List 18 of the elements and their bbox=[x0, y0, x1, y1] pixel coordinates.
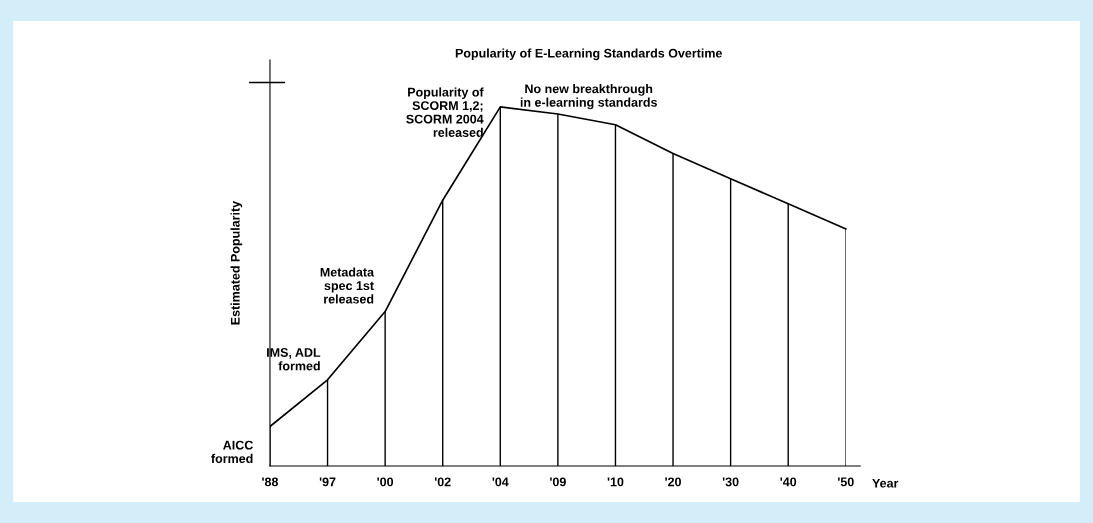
x-axis-title: Year bbox=[872, 478, 899, 488]
x-tick-label: '20 bbox=[665, 477, 681, 487]
annotation: Popularity of SCORM 1,2; SCORM 2004 released bbox=[406, 87, 484, 137]
x-tick-label: '30 bbox=[722, 477, 739, 487]
x-tick-label: '04 bbox=[492, 477, 509, 487]
x-tick-label: '10 bbox=[607, 477, 624, 487]
x-tick-label: '40 bbox=[780, 477, 797, 487]
x-tick-label: '09 bbox=[550, 477, 566, 487]
x-tick-label: '00 bbox=[377, 477, 394, 487]
x-tick-label: '97 bbox=[319, 477, 336, 487]
annotation: Metadata spec 1st released bbox=[320, 267, 375, 304]
x-tick-label: '88 bbox=[262, 477, 279, 487]
annotation: AICC formed bbox=[211, 440, 253, 464]
x-tick-label: '50 bbox=[838, 477, 854, 487]
y-axis-title: Estimated Popularity bbox=[230, 200, 243, 325]
x-tick-label: '02 bbox=[434, 477, 451, 487]
annotation: No new breakthrough in e-learning standards bbox=[520, 84, 657, 110]
chart-title: Popularity of E-Learning Standards Overtime bbox=[455, 48, 722, 61]
